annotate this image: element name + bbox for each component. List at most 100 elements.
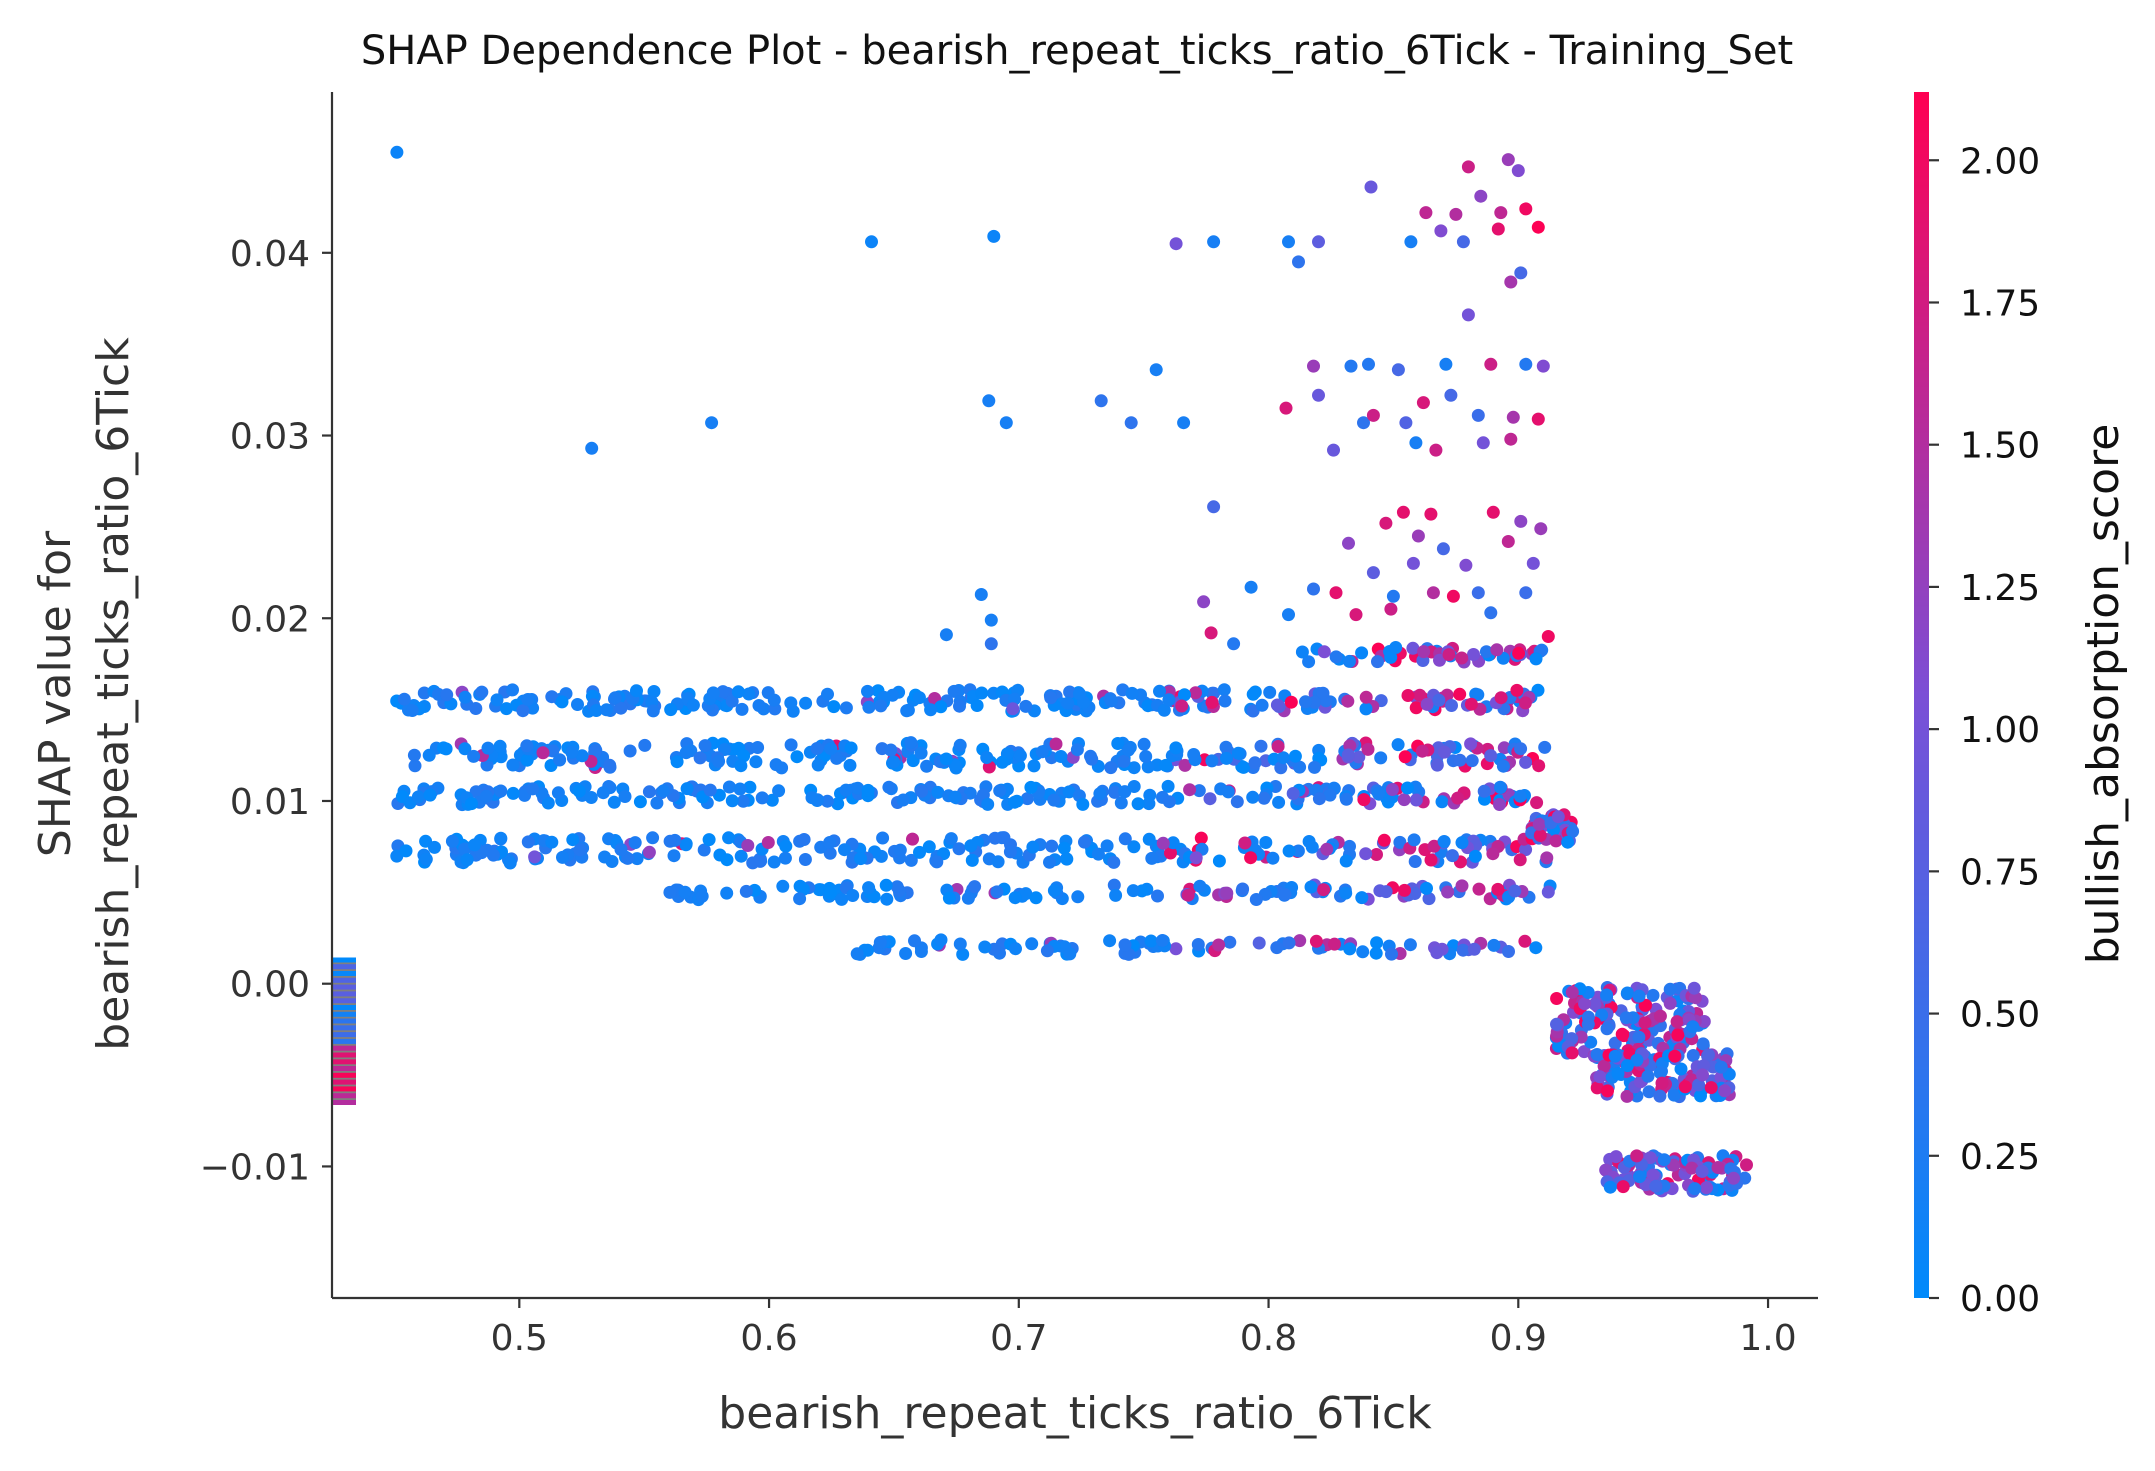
data-point — [1484, 606, 1498, 620]
data-point — [930, 855, 944, 869]
data-point — [1118, 938, 1132, 952]
data-point — [1643, 1151, 1657, 1165]
data-point — [1370, 936, 1384, 950]
data-point — [1207, 500, 1221, 514]
data-point — [1487, 938, 1501, 952]
data-point — [939, 752, 953, 766]
data-point — [1455, 651, 1469, 665]
data-point — [850, 947, 864, 961]
data-point — [526, 782, 540, 796]
data-point — [1512, 646, 1526, 660]
data-point — [1355, 891, 1369, 905]
data-point — [1609, 1150, 1623, 1164]
data-point — [1218, 694, 1232, 708]
data-point — [1632, 989, 1646, 1003]
data-point — [1189, 686, 1202, 700]
data-point — [575, 749, 589, 763]
data-point — [982, 394, 996, 408]
y-tick-label: 0.01 — [230, 782, 310, 823]
data-point — [1434, 224, 1448, 238]
data-point — [1646, 1168, 1660, 1182]
data-point — [1292, 255, 1305, 269]
data-point — [1304, 880, 1318, 894]
data-point — [953, 738, 967, 752]
data-point — [752, 699, 766, 712]
data-point — [862, 881, 876, 895]
data-point — [751, 741, 765, 754]
data-point — [1299, 695, 1312, 709]
data-point — [1047, 884, 1061, 898]
data-point — [445, 834, 459, 848]
data-point — [618, 790, 632, 803]
data-point — [1284, 695, 1298, 709]
data-point — [1409, 701, 1423, 715]
data-point — [642, 785, 656, 799]
data-point — [469, 785, 483, 799]
data-point — [600, 703, 613, 717]
data-point — [1236, 882, 1250, 896]
data-point — [761, 836, 775, 849]
data-point — [942, 891, 956, 905]
data-point — [556, 850, 569, 864]
data-point — [1391, 738, 1405, 752]
data-point — [1465, 754, 1479, 768]
data-point — [1359, 690, 1373, 704]
data-point — [468, 838, 482, 852]
data-point — [399, 844, 413, 858]
data-point — [1379, 885, 1393, 899]
data-point — [1435, 795, 1449, 809]
data-point — [1108, 785, 1122, 799]
data-point — [1711, 1161, 1725, 1174]
data-point — [882, 780, 896, 794]
data-point — [993, 784, 1007, 798]
data-point — [1248, 756, 1262, 770]
data-point — [1312, 792, 1326, 806]
nan-strip-mark — [332, 984, 356, 990]
data-point — [1633, 1170, 1646, 1184]
data-point — [1484, 749, 1498, 763]
data-point — [1344, 359, 1358, 373]
data-point — [1205, 695, 1219, 709]
data-point — [1581, 1017, 1595, 1031]
data-point — [987, 229, 1001, 243]
data-point — [1131, 797, 1145, 811]
data-point — [965, 853, 979, 867]
data-point — [1593, 1070, 1607, 1084]
data-point — [1552, 1039, 1566, 1053]
data-point — [1013, 749, 1027, 763]
data-point — [1246, 687, 1260, 701]
data-point — [458, 742, 472, 756]
data-point — [1329, 586, 1343, 600]
data-point — [541, 796, 555, 810]
data-point — [1486, 505, 1500, 519]
data-point — [1157, 703, 1171, 717]
data-point — [1549, 834, 1563, 848]
data-point — [1529, 941, 1543, 955]
colorbar-tick-label: 0.75 — [1960, 852, 2040, 893]
data-point — [812, 883, 826, 897]
data-point — [1464, 697, 1478, 711]
data-point — [1237, 760, 1250, 774]
data-point — [1377, 833, 1391, 847]
data-point — [1035, 745, 1049, 759]
data-point — [1070, 743, 1084, 757]
data-point — [765, 793, 779, 807]
data-point — [1272, 795, 1286, 809]
data-point — [469, 702, 483, 715]
data-point — [823, 846, 837, 860]
nan-strip-mark — [332, 1072, 356, 1078]
nan-value-strip — [332, 957, 356, 1105]
data-point — [506, 786, 520, 800]
data-point — [1282, 235, 1295, 249]
data-point — [1305, 840, 1319, 854]
data-point — [1282, 608, 1295, 622]
nan-strip-mark — [332, 1086, 356, 1092]
data-point — [1339, 854, 1353, 868]
data-point — [458, 690, 472, 704]
data-point — [1541, 885, 1555, 899]
data-point — [899, 947, 913, 960]
data-point — [1501, 535, 1515, 548]
data-point — [1054, 750, 1068, 763]
data-point — [1455, 879, 1469, 893]
data-point — [1702, 1048, 1715, 1062]
